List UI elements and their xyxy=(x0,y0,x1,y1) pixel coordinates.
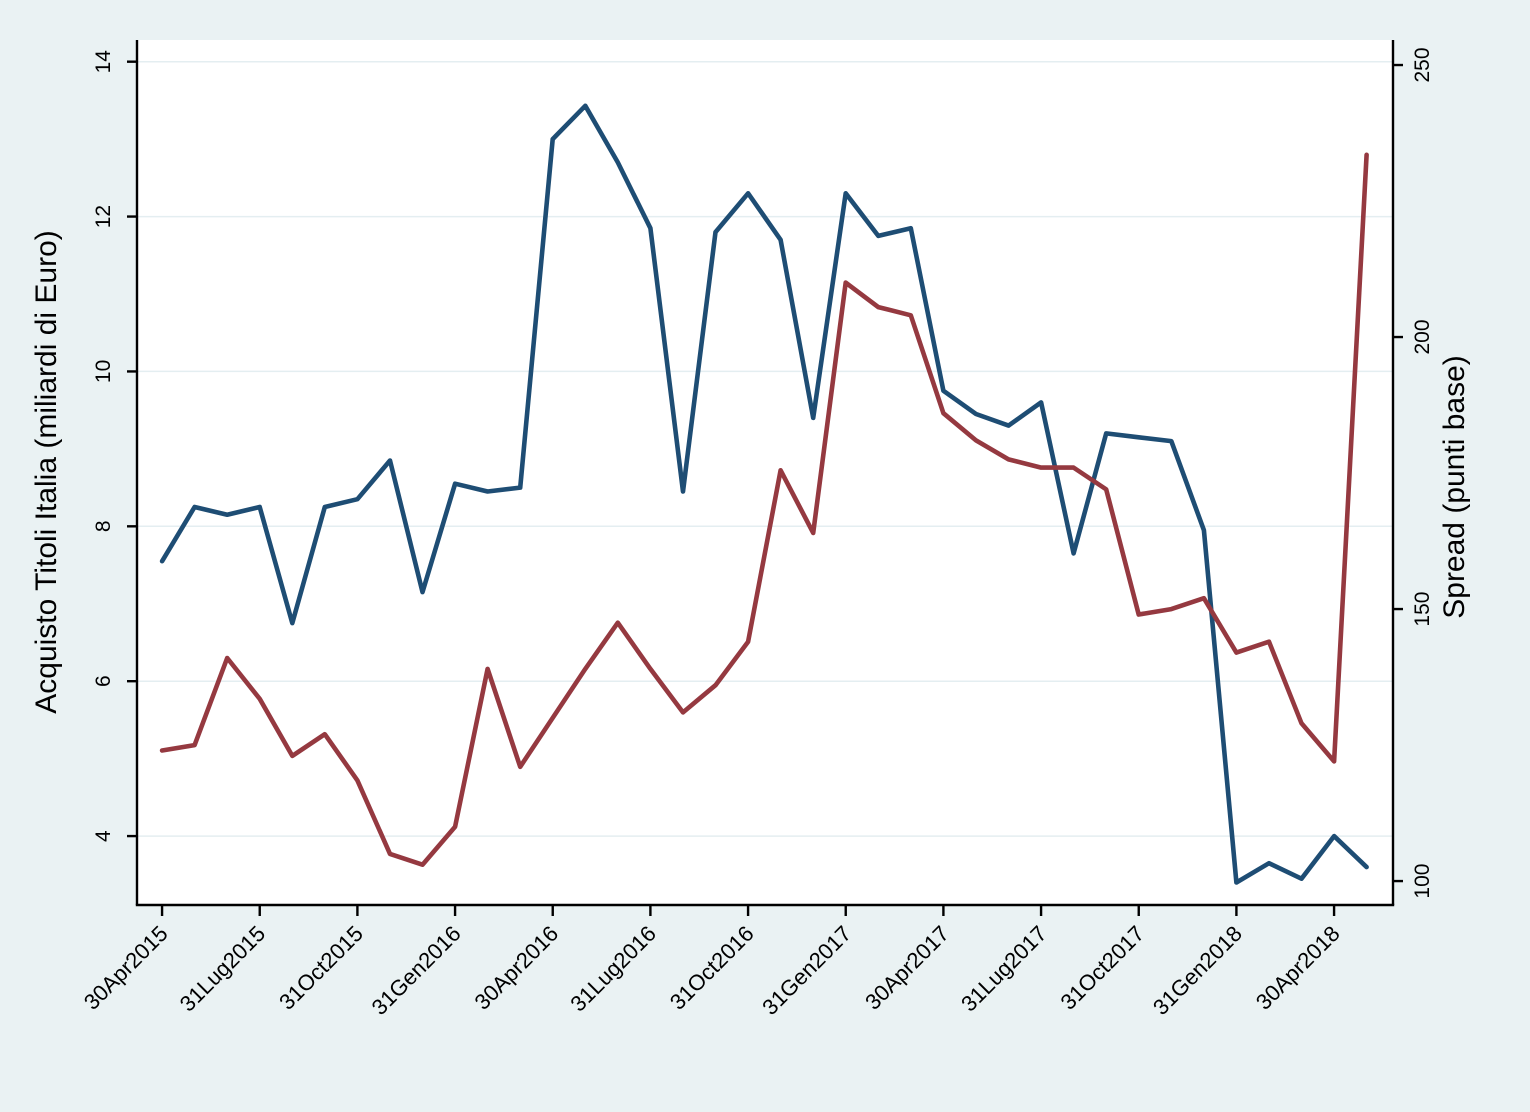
left-tick-label: 8 xyxy=(92,520,115,532)
left-tick-label: 14 xyxy=(92,50,115,74)
axes xyxy=(135,40,1395,907)
right-tick-label: 150 xyxy=(1411,592,1434,627)
series-line-spread xyxy=(159,152,1369,867)
left-tick-label: 12 xyxy=(92,205,115,228)
right-axis-title: Spread (punti base) xyxy=(1438,355,1471,619)
right-tick-label: 200 xyxy=(1411,319,1434,354)
left-tick-label: 4 xyxy=(92,830,115,842)
series-lines xyxy=(159,103,1369,885)
gridlines xyxy=(137,60,1393,837)
right-tick-label: 250 xyxy=(1411,47,1434,82)
left-tick-label: 10 xyxy=(92,360,115,383)
tick-marks xyxy=(127,60,1403,916)
plot-background xyxy=(137,40,1393,905)
series-line-acquisti xyxy=(159,103,1369,885)
left-axis-title: Acquisto Titoli Italia (miliardi di Euro… xyxy=(30,230,63,714)
right-tick-label: 100 xyxy=(1411,864,1434,899)
left-tick-label: 6 xyxy=(92,675,115,687)
